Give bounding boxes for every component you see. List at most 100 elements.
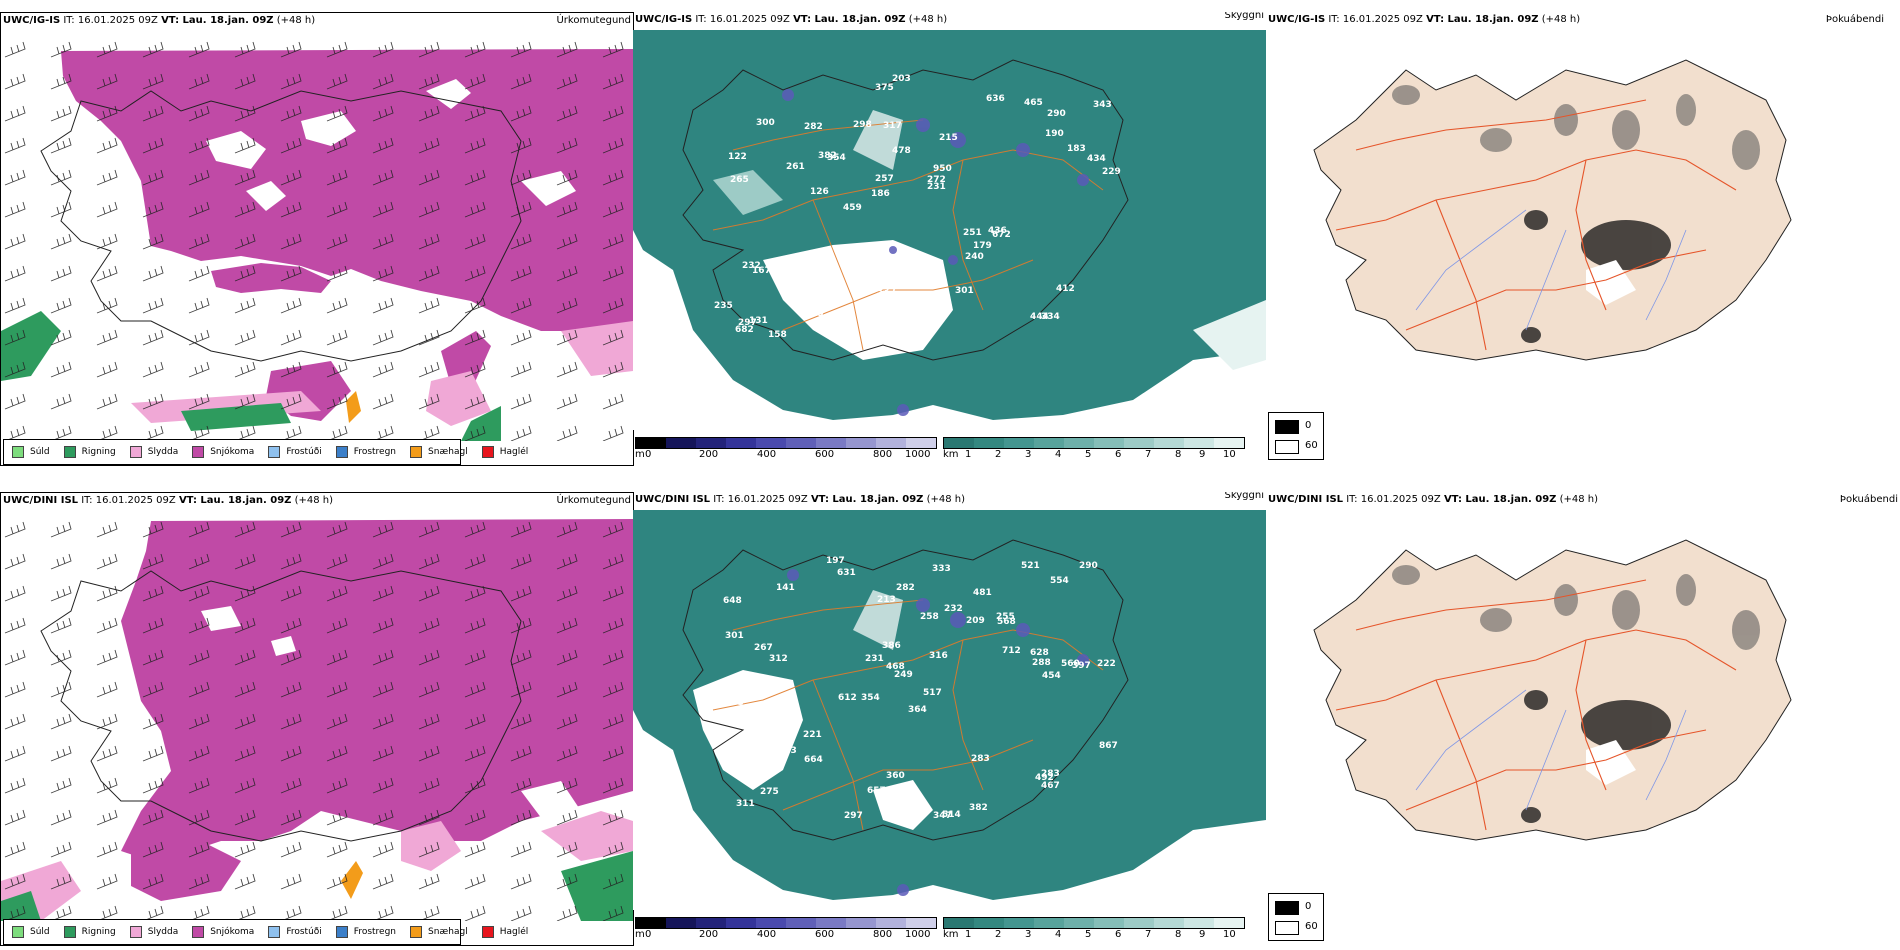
height-colorbar-scale (635, 917, 937, 929)
visibility-value-label: 283 (971, 754, 990, 764)
height-colorbar-scale (635, 437, 937, 449)
visibility-tick-label: 4 (1055, 929, 1062, 940)
visibility-tick-label: 1 (965, 929, 972, 940)
legend-swatch (1275, 901, 1299, 915)
height-colorbar: m 0 200 400 600 800 1000 (635, 437, 937, 463)
visibility-tick-label: 8 (1175, 929, 1182, 940)
visibility-value-label: 301 (955, 286, 974, 296)
visibility-value-label: 333 (932, 564, 951, 574)
visibility-value-label: 282 (804, 122, 823, 132)
visibility-tick-label: 8 (1175, 449, 1182, 460)
legend-item-snow: Snjókoma (192, 926, 254, 938)
legend-item-sleet: Slydda (129, 926, 178, 938)
visibility-value-label: 478 (892, 146, 911, 156)
visibility-value-label: 383 (730, 743, 749, 753)
legend-item-drizzle: Súld (12, 446, 50, 458)
visibility-panel-bottom: UWC/DINI ISL IT: 16.01.2025 09Z VT: Lau.… (633, 492, 1266, 944)
precip-type-panel-top: UWC/IG-IS IT: 16.01.2025 09Z VT: Lau. 18… (0, 12, 634, 466)
visibility-value-label: 311 (736, 799, 755, 809)
fog-index-panel-top: UWC/IG-IS IT: 16.01.2025 09Z VT: Lau. 18… (1266, 12, 1900, 464)
legend-item-sleet: Slydda (129, 446, 178, 458)
visibility-value-label: 444 (1030, 312, 1049, 322)
height-tick-label: 800 (873, 449, 893, 460)
legend-swatch (268, 926, 281, 938)
legend-swatch (12, 446, 24, 458)
legend-swatch (335, 446, 348, 458)
panel-variable-name: Þokuábendi (1825, 14, 1884, 25)
visibility-value-label: 467 (1041, 781, 1060, 791)
visibility-value-label: 258 (920, 612, 939, 622)
visibility-value-label: 867 (1099, 741, 1118, 751)
visibility-value-label: 712 (1002, 646, 1021, 656)
visibility-value-label: 158 (768, 330, 787, 340)
visibility-value-label: 612 (838, 693, 857, 703)
visibility-value-label: 343 (1093, 100, 1112, 110)
precip-map (1, 511, 633, 921)
visibility-value-label: 283 (1041, 769, 1060, 779)
visibility-map: 197 481 397 354 364 249 648 209 703 258 249 311 631 6… (633, 510, 1266, 910)
visibility-value-label: 672 (992, 230, 1011, 240)
visibility-unit-label: km (943, 449, 959, 460)
visibility-value-label: 255 (996, 612, 1015, 622)
visibility-value-label: 382 (969, 803, 988, 813)
legend-swatch (268, 446, 281, 458)
visibility-value-label: 454 (1042, 671, 1061, 681)
height-tick-label: 600 (815, 449, 835, 460)
visibility-value-label: 215 (939, 133, 958, 143)
height-tick-label: 0 (645, 929, 652, 940)
legend-item-drizzle: Súld (12, 926, 50, 938)
visibility-value-label: 288 (1032, 658, 1051, 668)
visibility-value-label: 481 (973, 588, 992, 598)
visibility-value-label: 257 (875, 174, 894, 184)
visibility-value-label: 517 (923, 688, 942, 698)
visibility-value-label: 232 (944, 604, 963, 614)
visibility-tick-label: 3 (1025, 929, 1032, 940)
visibility-value-label: 301 (725, 631, 744, 641)
legend-swatch (12, 926, 24, 938)
iceland-outline (682, 539, 1129, 841)
fog-index-map (1266, 30, 1900, 440)
height-tick-label: 200 (699, 449, 719, 460)
height-tick-label: 800 (873, 929, 893, 940)
visibility-value-label: 801 (749, 749, 768, 759)
visibility-value-label: 664 (804, 755, 823, 765)
fog-legend-max: 60 (1305, 440, 1318, 451)
legend-item-hail: Haglél (481, 446, 528, 458)
fog-index-legend-bottom: 0 60 (1268, 893, 1324, 941)
visibility-value-label: 514 (942, 810, 961, 820)
visibility-value-labels: 334 265 290 459 215 131 298 478 232 382 235 268 317 9… (714, 74, 1121, 340)
visibility-tick-label: 9 (1199, 929, 1206, 940)
height-tick-label: 400 (757, 449, 777, 460)
visibility-value-label: 209 (966, 616, 985, 626)
visibility-value-label: 297 (738, 318, 757, 328)
visibility-value-label: 131 (749, 316, 768, 326)
visibility-tick-label: 5 (1085, 929, 1092, 940)
legend-swatch (1275, 440, 1299, 454)
visibility-value-label: 235 (714, 301, 733, 311)
visibility-value-label: 334 (1041, 312, 1060, 322)
visibility-value-label: 282 (762, 681, 781, 691)
visibility-value-label: 231 (927, 182, 946, 192)
visibility-colorbar-scale (943, 437, 1245, 449)
visibility-colorbar: km 1 2 3 4 5 6 7 8 9 10 (943, 437, 1245, 463)
visibility-value-label: 631 (837, 568, 856, 578)
legend-item-snow-pellets: Snæhagl (410, 446, 468, 458)
visibility-value-label: 521 (1021, 561, 1040, 571)
visibility-value-label: 360 (900, 799, 919, 809)
visibility-value-label: 232 (742, 261, 761, 271)
visibility-value-label: 272 (927, 175, 946, 185)
visibility-tick-label: 6 (1115, 929, 1122, 940)
panel-title: UWC/DINI ISL IT: 16.01.2025 09Z VT: Lau.… (3, 495, 334, 506)
visibility-value-label: 213 (877, 595, 896, 605)
visibility-value-label: 231 (865, 654, 884, 664)
height-tick-label: 0 (645, 449, 652, 460)
visibility-value-label: 332 (877, 287, 896, 297)
visibility-map: 334 265 290 459 215 131 298 478 232 382 235 268 317 9… (633, 30, 1266, 430)
visibility-value-label: 312 (769, 654, 788, 664)
visibility-tick-label: 7 (1145, 929, 1152, 940)
visibility-colorbar: km 1 2 3 4 5 6 7 8 9 10 (943, 917, 1245, 943)
visibility-tick-label: 9 (1199, 449, 1206, 460)
visibility-value-label: 167 (752, 266, 771, 276)
fog-legend-max: 60 (1305, 921, 1318, 932)
fog-legend-min: 0 (1305, 901, 1312, 912)
